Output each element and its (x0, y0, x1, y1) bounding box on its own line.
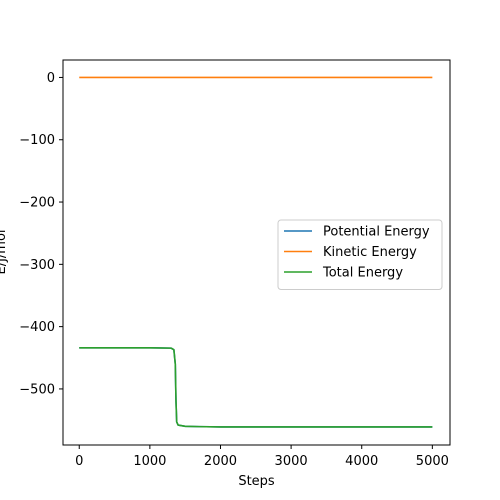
legend-entry-label: Potential Energy (323, 225, 430, 240)
x-tick-label: 5000 (416, 454, 449, 469)
y-tick-label: −300 (19, 258, 55, 273)
y-axis-ticks: 0 −100 −200 −300 −400 −500 (19, 71, 63, 397)
x-tick-label: 0 (75, 454, 83, 469)
series-layer (79, 76, 433, 428)
x-tick-label: 3000 (275, 454, 308, 469)
x-axis-label: Steps (238, 474, 275, 489)
legend-entry-label: Total Energy (322, 266, 403, 281)
x-tick-label: 4000 (345, 454, 378, 469)
plot-area (62, 59, 451, 446)
legend-entry-label: Kinetic Energy (323, 245, 417, 260)
series-line-total-energy (79, 347, 433, 428)
axes-frame (62, 59, 451, 446)
y-tick-label: 0 (47, 71, 55, 86)
y-tick-label: −100 (19, 133, 55, 148)
y-tick-label: −200 (19, 196, 55, 211)
y-tick-label: −500 (19, 382, 55, 397)
x-tick-label: 1000 (133, 454, 166, 469)
series-line-potential-energy (79, 347, 433, 428)
legend-box (277, 219, 443, 290)
x-axis-ticks: 0 1000 2000 3000 4000 5000 (75, 445, 449, 469)
x-tick-label: 2000 (204, 454, 237, 469)
y-axis-label: E/J/mol (0, 229, 9, 274)
legend: Potential Energy Kinetic Energy Total Ener… (277, 219, 443, 290)
y-tick-label: −400 (19, 320, 55, 335)
